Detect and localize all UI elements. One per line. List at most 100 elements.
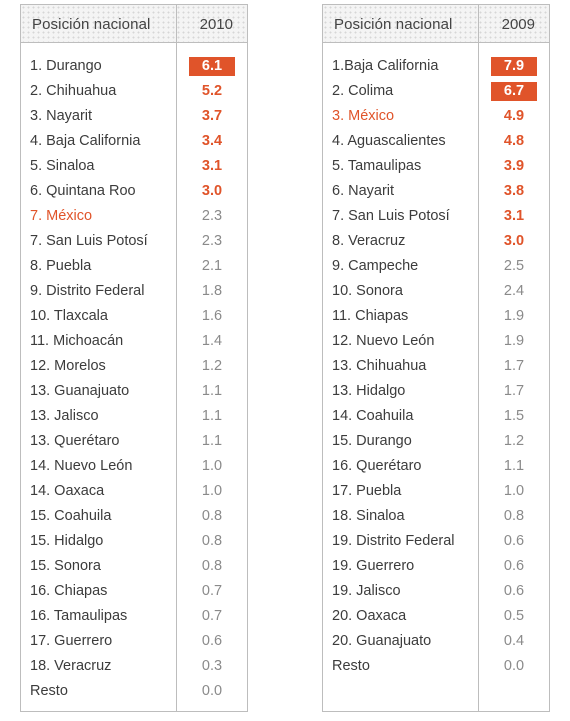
table-row: 7. México 2.3 — [21, 204, 247, 229]
state-name: 3. Nayarit — [30, 108, 93, 124]
state-value: 0.8 — [201, 508, 223, 524]
table-row: 8. Puebla 2.1 — [21, 254, 247, 279]
state-value: 0.8 — [201, 558, 223, 574]
table-row: Resto 0.0 — [323, 654, 549, 679]
table-row: 10. Tlaxcala 1.6 — [21, 304, 247, 329]
table-row: Resto 0.0 — [21, 679, 247, 704]
column-header-position: Posición nacional — [334, 16, 453, 33]
state-value: 0.8 — [503, 508, 525, 524]
state-value: 3.0 — [503, 233, 525, 249]
state-name: 13. Jalisco — [30, 408, 99, 424]
table-row: 13. Chihuahua 1.7 — [323, 354, 549, 379]
state-value: 2.3 — [201, 208, 223, 224]
state-name: 19. Guerrero — [332, 558, 415, 574]
state-name: 7. San Luis Potosí — [30, 233, 148, 249]
table-row: 2. Chihuahua 5.2 — [21, 79, 247, 104]
table-row: 15. Durango 1.2 — [323, 429, 549, 454]
table-row: 18. Veracruz 0.3 — [21, 654, 247, 679]
state-value: 1.7 — [503, 358, 525, 374]
table-row: 6. Quintana Roo 3.0 — [21, 179, 247, 204]
state-value: 2.3 — [201, 233, 223, 249]
state-name: 15. Durango — [332, 433, 412, 449]
table-row: 4. Aguascalientes 4.8 — [323, 129, 549, 154]
state-name: 14. Oaxaca — [30, 483, 105, 499]
state-value: 1.0 — [503, 483, 525, 499]
state-name: 6. Quintana Roo — [30, 183, 136, 199]
state-value: 1.9 — [503, 308, 525, 324]
state-value: 0.6 — [201, 633, 223, 649]
state-name: 11. Chiapas — [332, 308, 409, 324]
state-value: 6.7 — [491, 82, 537, 101]
column-divider — [176, 5, 177, 711]
table-row: 3. México 4.9 — [323, 104, 549, 129]
column-header-year: 2009 — [501, 16, 535, 33]
state-value: 1.7 — [503, 383, 525, 399]
table-row: 17. Guerrero 0.6 — [21, 629, 247, 654]
state-value: 2.1 — [201, 258, 223, 274]
state-name: 8. Veracruz — [332, 233, 406, 249]
table-row: 9. Distrito Federal 1.8 — [21, 279, 247, 304]
state-name: 16. Chiapas — [30, 583, 108, 599]
state-value: 6.1 — [189, 57, 235, 76]
table-row: 20. Oaxaca 0.5 — [323, 604, 549, 629]
state-name: 17. Guerrero — [30, 633, 113, 649]
table-header: Posición nacional 2009 — [323, 5, 549, 43]
state-value: 1.4 — [201, 333, 223, 349]
column-header-position: Posición nacional — [32, 16, 151, 33]
state-name: 10. Sonora — [332, 283, 403, 299]
ranking-table-2010: Posición nacional 2010 1. Durango 6.1 2. C… — [20, 4, 248, 712]
state-name: 15. Sonora — [30, 558, 101, 574]
table-row: 16. Chiapas 0.7 — [21, 579, 247, 604]
table-header: Posición nacional 2010 — [21, 5, 247, 43]
table-row: 16. Tamaulipas 0.7 — [21, 604, 247, 629]
state-value: 1.0 — [201, 483, 223, 499]
state-value: 1.6 — [201, 308, 223, 324]
state-value: 0.7 — [201, 583, 223, 599]
table-row: 1. Durango 6.1 — [21, 54, 247, 79]
state-name: 12. Morelos — [30, 358, 106, 374]
table-row: 3. Nayarit 3.7 — [21, 104, 247, 129]
state-value: 0.6 — [503, 558, 525, 574]
state-name: 10. Tlaxcala — [30, 308, 108, 324]
table-row: 14. Oaxaca 1.0 — [21, 479, 247, 504]
table-row: 19. Distrito Federal 0.6 — [323, 529, 549, 554]
column-divider — [478, 5, 479, 711]
state-name: 9. Distrito Federal — [30, 283, 145, 299]
state-value: 1.1 — [201, 433, 223, 449]
table-row: 19. Jalisco 0.6 — [323, 579, 549, 604]
state-value: 2.4 — [503, 283, 525, 299]
table-row: 15. Coahuila 0.8 — [21, 504, 247, 529]
state-name: 14. Nuevo León — [30, 458, 133, 474]
state-value: 1.8 — [201, 283, 223, 299]
state-name: 13. Chihuahua — [332, 358, 427, 374]
state-name: 15. Coahuila — [30, 508, 112, 524]
state-name: 14. Coahuila — [332, 408, 414, 424]
state-value: 0.7 — [201, 608, 223, 624]
state-name: 16. Tamaulipas — [30, 608, 128, 624]
state-name: 12. Nuevo León — [332, 333, 435, 349]
state-value: 1.5 — [503, 408, 525, 424]
table-row: 19. Guerrero 0.6 — [323, 554, 549, 579]
table-row: 6. Nayarit 3.8 — [323, 179, 549, 204]
state-name: 19. Distrito Federal — [332, 533, 455, 549]
state-name: 17. Puebla — [332, 483, 402, 499]
state-name: 3. México — [332, 108, 395, 124]
state-name: 19. Jalisco — [332, 583, 401, 599]
state-name: 1.Baja California — [332, 58, 439, 74]
table-row: 15. Sonora 0.8 — [21, 554, 247, 579]
state-value: 2.5 — [503, 258, 525, 274]
state-value: 0.0 — [503, 658, 525, 674]
table-row: 13. Querétaro 1.1 — [21, 429, 247, 454]
state-name: 18. Veracruz — [30, 658, 112, 674]
table-body: 1.Baja California 7.9 2. Colima 6.7 3. Méxic… — [323, 54, 549, 679]
table-row: 11. Michoacán 1.4 — [21, 329, 247, 354]
table-row: 17. Puebla 1.0 — [323, 479, 549, 504]
column-header-year: 2010 — [199, 16, 233, 33]
state-value: 5.2 — [201, 83, 223, 99]
state-value: 0.5 — [503, 608, 525, 624]
state-value: 1.2 — [503, 433, 525, 449]
state-value: 3.9 — [503, 158, 525, 174]
state-name: 2. Colima — [332, 83, 394, 99]
table-row: 11. Chiapas 1.9 — [323, 304, 549, 329]
table-row: 13. Hidalgo 1.7 — [323, 379, 549, 404]
